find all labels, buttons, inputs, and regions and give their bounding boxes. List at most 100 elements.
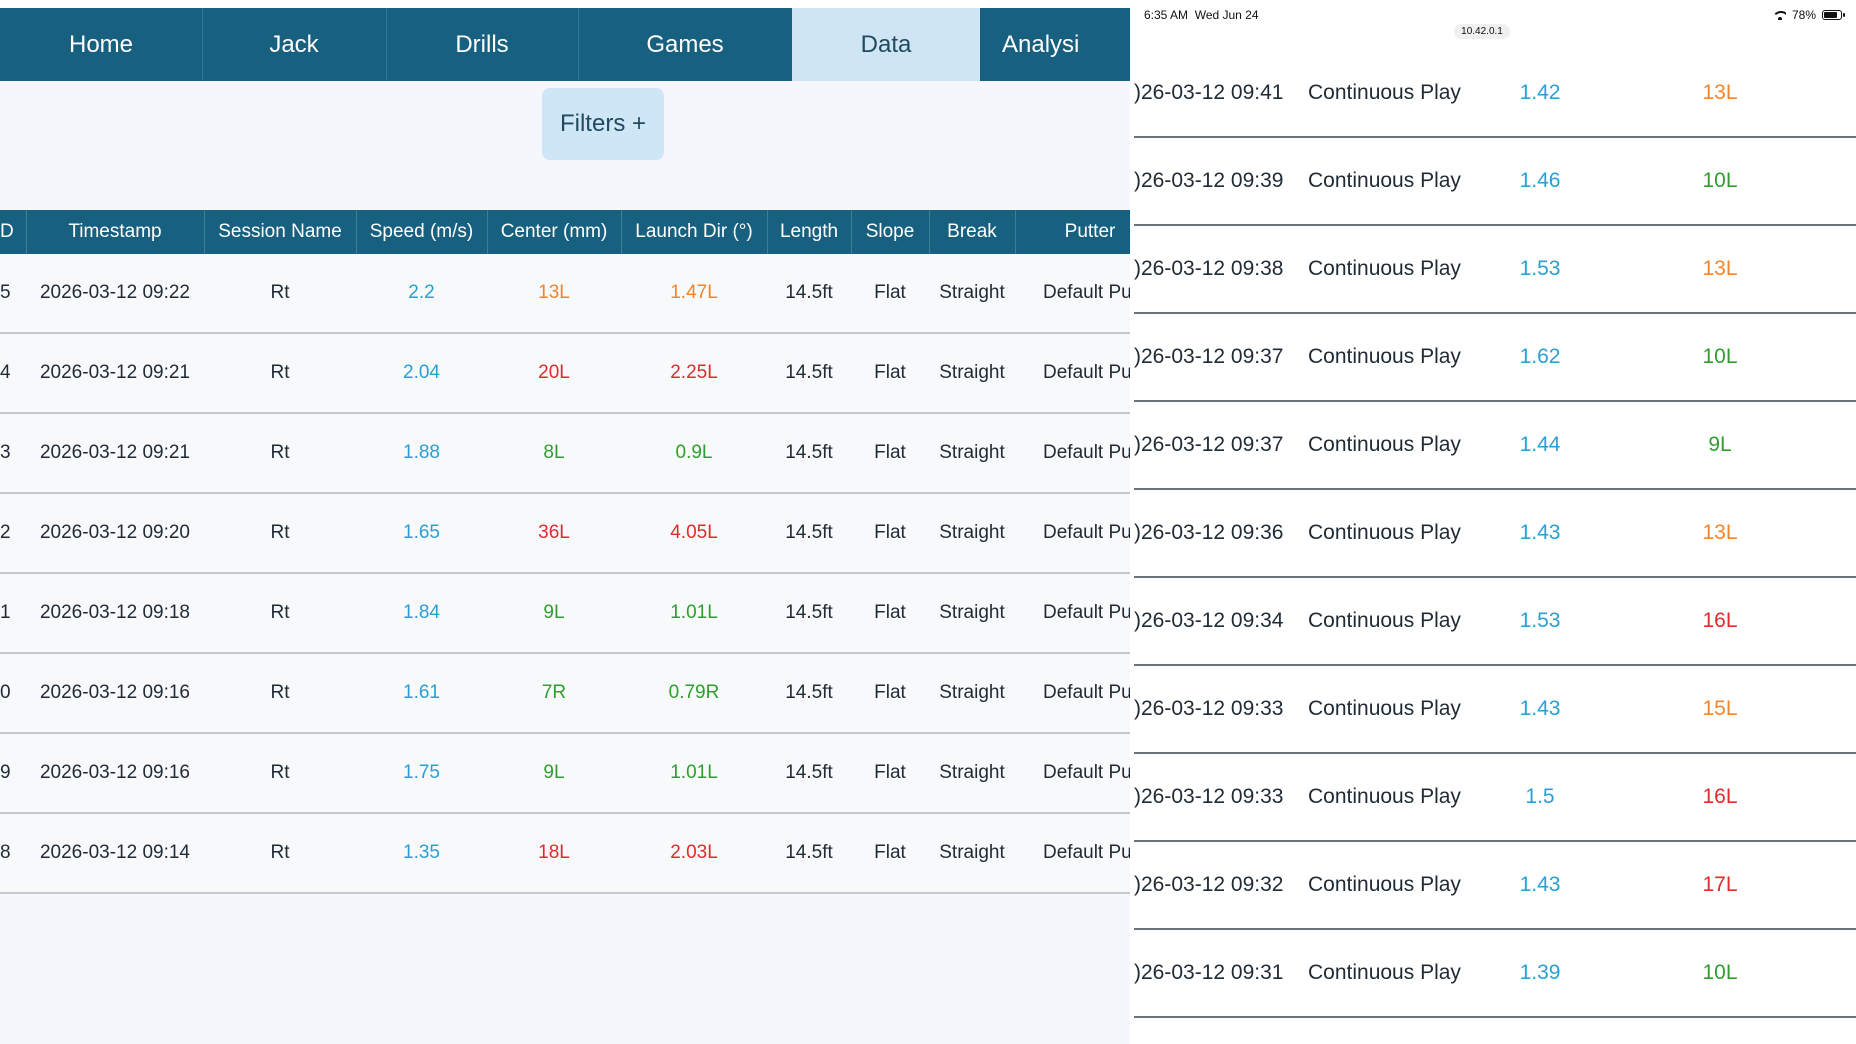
list-timestamp: )26-03-12 09:39	[1134, 169, 1284, 192]
cell-center: 18L	[538, 842, 570, 863]
cell-slope: Flat	[874, 602, 906, 623]
table-row[interactable]: 4 2026-03-12 09:21 Rt 2.04 20L 2.25L 14.5ft Fla…	[0, 334, 1130, 414]
list-item[interactable]: )26-03-12 09:38 Continuous Play 1.53 13L	[1134, 226, 1856, 314]
cell-length: 14.5ft	[785, 442, 833, 463]
col-id[interactable]: D	[0, 210, 27, 254]
cell-speed: 1.35	[403, 842, 440, 863]
cell-launch: 1.01L	[670, 602, 718, 623]
list-session: Continuous Play	[1308, 257, 1461, 280]
cell-length: 14.5ft	[785, 602, 833, 623]
status-indicators: 78%	[1773, 8, 1845, 22]
tab-data[interactable]: Data	[792, 8, 980, 81]
list-session: Continuous Play	[1308, 169, 1461, 192]
table-row[interactable]: 1 2026-03-12 09:18 Rt 1.84 9L 1.01L 14.5ft Flat…	[0, 574, 1130, 654]
top-strip	[0, 0, 1130, 8]
col-putter[interactable]: Putter	[1064, 221, 1116, 242]
list-item[interactable]: )26-03-12 09:37 Continuous Play 1.62 10L	[1134, 314, 1856, 402]
list-item[interactable]: )26-03-12 09:37 Continuous Play 1.44 9L	[1134, 402, 1856, 490]
list-item[interactable]: )26-03-12 09:39 Continuous Play 1.46 10L	[1134, 138, 1856, 226]
panel-divider	[1130, 0, 1134, 1044]
list-speed: 1.5	[1525, 785, 1555, 808]
tab-analysis[interactable]: Analysi	[1002, 31, 1080, 58]
list-session: Continuous Play	[1308, 81, 1461, 104]
cell-launch: 2.03L	[670, 842, 718, 863]
list-speed: 1.39	[1519, 961, 1561, 984]
list-center: 15L	[1702, 697, 1738, 720]
list-speed: 1.43	[1519, 697, 1561, 720]
cell-speed: 1.65	[403, 522, 440, 543]
session-list-panel: 6:35 AM Wed Jun 24 10.42.0.1 78% )26-03-…	[1134, 0, 1856, 1044]
col-speed[interactable]: Speed (m/s)	[356, 210, 488, 254]
cell-break: Straight	[939, 842, 1005, 863]
col-length[interactable]: Length	[767, 210, 852, 254]
cell-center: 13L	[538, 282, 570, 303]
table-row[interactable]: 9 2026-03-12 09:16 Rt 1.75 9L 1.01L 14.5ft Flat…	[0, 734, 1130, 814]
list-item[interactable]: )26-03-12 09:33 Continuous Play 1.5 16L	[1134, 754, 1856, 842]
list-session: Continuous Play	[1308, 785, 1461, 808]
cell-length: 14.5ft	[785, 282, 833, 303]
table-row[interactable]: 8 2026-03-12 09:14 Rt 1.35 18L 2.03L 14.5ft Fla…	[0, 814, 1130, 894]
cell-id: 4	[0, 362, 11, 383]
cell-slope: Flat	[874, 282, 906, 303]
cell-id: 5	[0, 282, 11, 303]
list-item[interactable]: )26-03-12 09:33 Continuous Play 1.43 15L	[1134, 666, 1856, 754]
list-speed: 1.53	[1519, 609, 1561, 632]
list-item[interactable]: )26-03-12 09:32 Continuous Play 1.43 17L	[1134, 842, 1856, 930]
list-timestamp: )26-03-12 09:34	[1134, 609, 1284, 632]
list-speed: 1.43	[1519, 873, 1561, 896]
cell-slope: Flat	[874, 522, 906, 543]
cell-break: Straight	[939, 602, 1005, 623]
list-speed: 1.53	[1519, 257, 1561, 280]
cell-slope: Flat	[874, 362, 906, 383]
table-row[interactable]: 3 2026-03-12 09:21 Rt 1.88 8L 0.9L 14.5ft Flat S…	[0, 414, 1130, 494]
col-session-name[interactable]: Session Name	[204, 210, 357, 254]
list-timestamp: )26-03-12 09:38	[1134, 257, 1284, 280]
cell-speed: 2.2	[408, 282, 435, 303]
tab-home[interactable]: Home	[0, 8, 203, 81]
tab-drills[interactable]: Drills	[386, 8, 579, 81]
tab-jack[interactable]: Jack	[202, 8, 387, 81]
list-item[interactable]: )26-03-12 09:31 Continuous Play 1.39 10L	[1134, 930, 1856, 1018]
list-item[interactable]: )26-03-12 09:36 Continuous Play 1.43 13L	[1134, 490, 1856, 578]
list-session: Continuous Play	[1308, 697, 1461, 720]
cell-break: Straight	[939, 442, 1005, 463]
list-session: Continuous Play	[1308, 433, 1461, 456]
tab-games[interactable]: Games	[578, 8, 793, 81]
cell-putter: Default Put	[1043, 602, 1130, 623]
cell-id: 9	[0, 762, 11, 783]
cell-length: 14.5ft	[785, 682, 833, 703]
list-timestamp: )26-03-12 09:32	[1134, 873, 1284, 896]
cell-putter: Default Put	[1043, 362, 1130, 383]
list-timestamp: )26-03-12 09:33	[1134, 785, 1284, 808]
list-item[interactable]: )26-03-12 09:41 Continuous Play 1.42 13L	[1134, 50, 1856, 138]
cell-length: 14.5ft	[785, 522, 833, 543]
table-row[interactable]: 0 2026-03-12 09:16 Rt 1.61 7R 0.79R 14.5ft Flat…	[0, 654, 1130, 734]
cell-break: Straight	[939, 522, 1005, 543]
list-center: 13L	[1702, 521, 1738, 544]
table-header: D Timestamp Session Name Speed (m/s) Cen…	[0, 210, 1130, 254]
table-row[interactable]: 5 2026-03-12 09:22 Rt 2.2 13L 1.47L 14.5ft Flat…	[0, 254, 1130, 334]
col-launch-dir[interactable]: Launch Dir (°)	[621, 210, 768, 254]
list-center: 16L	[1702, 609, 1738, 632]
cell-break: Straight	[939, 282, 1005, 303]
filters-button[interactable]: Filters +	[542, 88, 664, 160]
col-slope[interactable]: Slope	[851, 210, 930, 254]
list-session: Continuous Play	[1308, 345, 1461, 368]
list-session: Continuous Play	[1308, 873, 1461, 896]
cell-speed: 1.61	[403, 682, 440, 703]
cell-slope: Flat	[874, 442, 906, 463]
cell-putter: Default Put	[1043, 442, 1130, 463]
col-timestamp[interactable]: Timestamp	[26, 210, 205, 254]
col-break[interactable]: Break	[929, 210, 1016, 254]
table-row[interactable]: 2 2026-03-12 09:20 Rt 1.65 36L 4.05L 14.5ft Fla…	[0, 494, 1130, 574]
col-center[interactable]: Center (mm)	[487, 210, 622, 254]
cell-slope: Flat	[874, 842, 906, 863]
list-center: 9L	[1708, 433, 1732, 456]
cell-speed: 2.04	[403, 362, 440, 383]
cell-center: 9L	[543, 762, 565, 783]
list-timestamp: )26-03-12 09:41	[1134, 81, 1284, 104]
list-item[interactable]: )26-03-12 09:34 Continuous Play 1.53 16L	[1134, 578, 1856, 666]
wifi-icon	[1773, 10, 1786, 20]
cell-speed: 1.75	[403, 762, 440, 783]
list-center: 13L	[1702, 257, 1738, 280]
